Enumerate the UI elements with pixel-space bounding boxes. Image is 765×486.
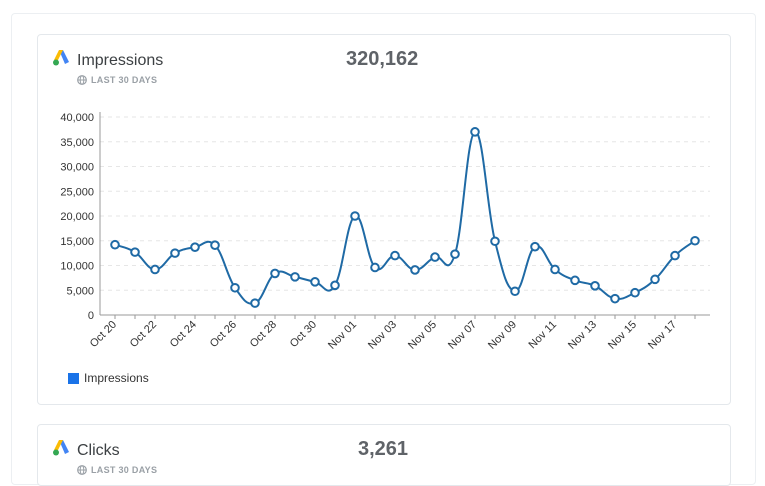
globe-icon [77,75,87,85]
data-point [230,282,240,293]
data-point [390,250,400,261]
data-point [290,272,300,282]
period-label: LAST 30 DAYS [77,75,157,85]
metric-value: 3,261 [358,438,409,460]
data-point [410,265,420,275]
x-tick-label: Oct 30 [288,319,319,350]
data-point [650,274,660,285]
data-point [490,236,500,247]
y-tick-label: 40,000 [60,112,94,124]
data-point [310,277,320,287]
google-ads-logo-icon [53,50,69,66]
data-point [170,248,180,258]
x-tick-label: Oct 20 [88,319,119,350]
x-tick-label: Oct 24 [168,319,199,350]
x-tick-label: Nov 11 [527,319,560,352]
y-tick-label: 5,000 [66,285,94,297]
impressions-line-chart: 0 5,000 10,000 15,000 20,000 25,000 30,000 35,0… [60,112,710,352]
clicks-card: Clicks LAST 30 DAYS 3,261 [37,424,731,486]
data-point [470,127,480,137]
card-title: Clicks [77,442,120,459]
x-tick-label: Oct 28 [248,319,279,350]
impressions-card: Impressions LAST 30 DAYS 320,162 0 5,000 1… [37,34,731,405]
y-tick-label: 0 [88,310,94,322]
data-point [130,247,140,257]
x-tick-label: Oct 26 [208,319,239,350]
data-point [250,298,260,308]
data-point [110,239,120,250]
impressions-series-line [114,130,696,305]
card-title: Impressions [77,52,164,69]
data-point [630,287,640,298]
chart-legend[interactable]: Impressions [68,371,149,385]
y-tick-label: 20,000 [60,211,94,223]
data-point [590,280,600,291]
y-tick-label: 35,000 [60,137,94,149]
y-tick-label: 25,000 [60,186,94,198]
data-point [530,241,540,252]
data-point [350,211,360,221]
y-tick-label: 10,000 [60,261,94,273]
legend-swatch [68,372,79,384]
data-point [450,249,460,259]
x-tick-label: Nov 17 [646,319,679,352]
data-point [550,264,560,275]
x-tick-label: Nov 07 [446,319,479,352]
data-point [690,235,700,246]
data-point [610,293,620,304]
data-point [150,264,160,275]
period-text: LAST 30 DAYS [91,75,158,85]
google-ads-logo-icon [53,440,69,456]
metric-value: 320,162 [346,48,419,70]
x-tick-label: Nov 09 [486,319,519,352]
x-tick-label: Oct 22 [128,319,159,350]
data-point [330,280,340,291]
x-tick-label: Nov 05 [406,319,439,352]
y-tick-label: 15,000 [60,236,94,248]
legend-label: Impressions [84,371,149,385]
data-point [270,268,280,279]
data-point [510,286,520,297]
x-tick-label: Nov 13 [566,319,599,352]
data-point [190,242,200,252]
y-tick-label: 30,000 [60,162,94,174]
x-tick-label: Nov 01 [326,319,359,352]
data-point [570,275,580,286]
data-point [210,240,220,251]
x-tick-label: Nov 03 [366,319,399,352]
data-point [670,250,680,261]
data-point [430,252,440,262]
period-text: LAST 30 DAYS [91,465,158,475]
x-tick-label: Nov 15 [606,319,639,352]
data-point [370,262,380,273]
